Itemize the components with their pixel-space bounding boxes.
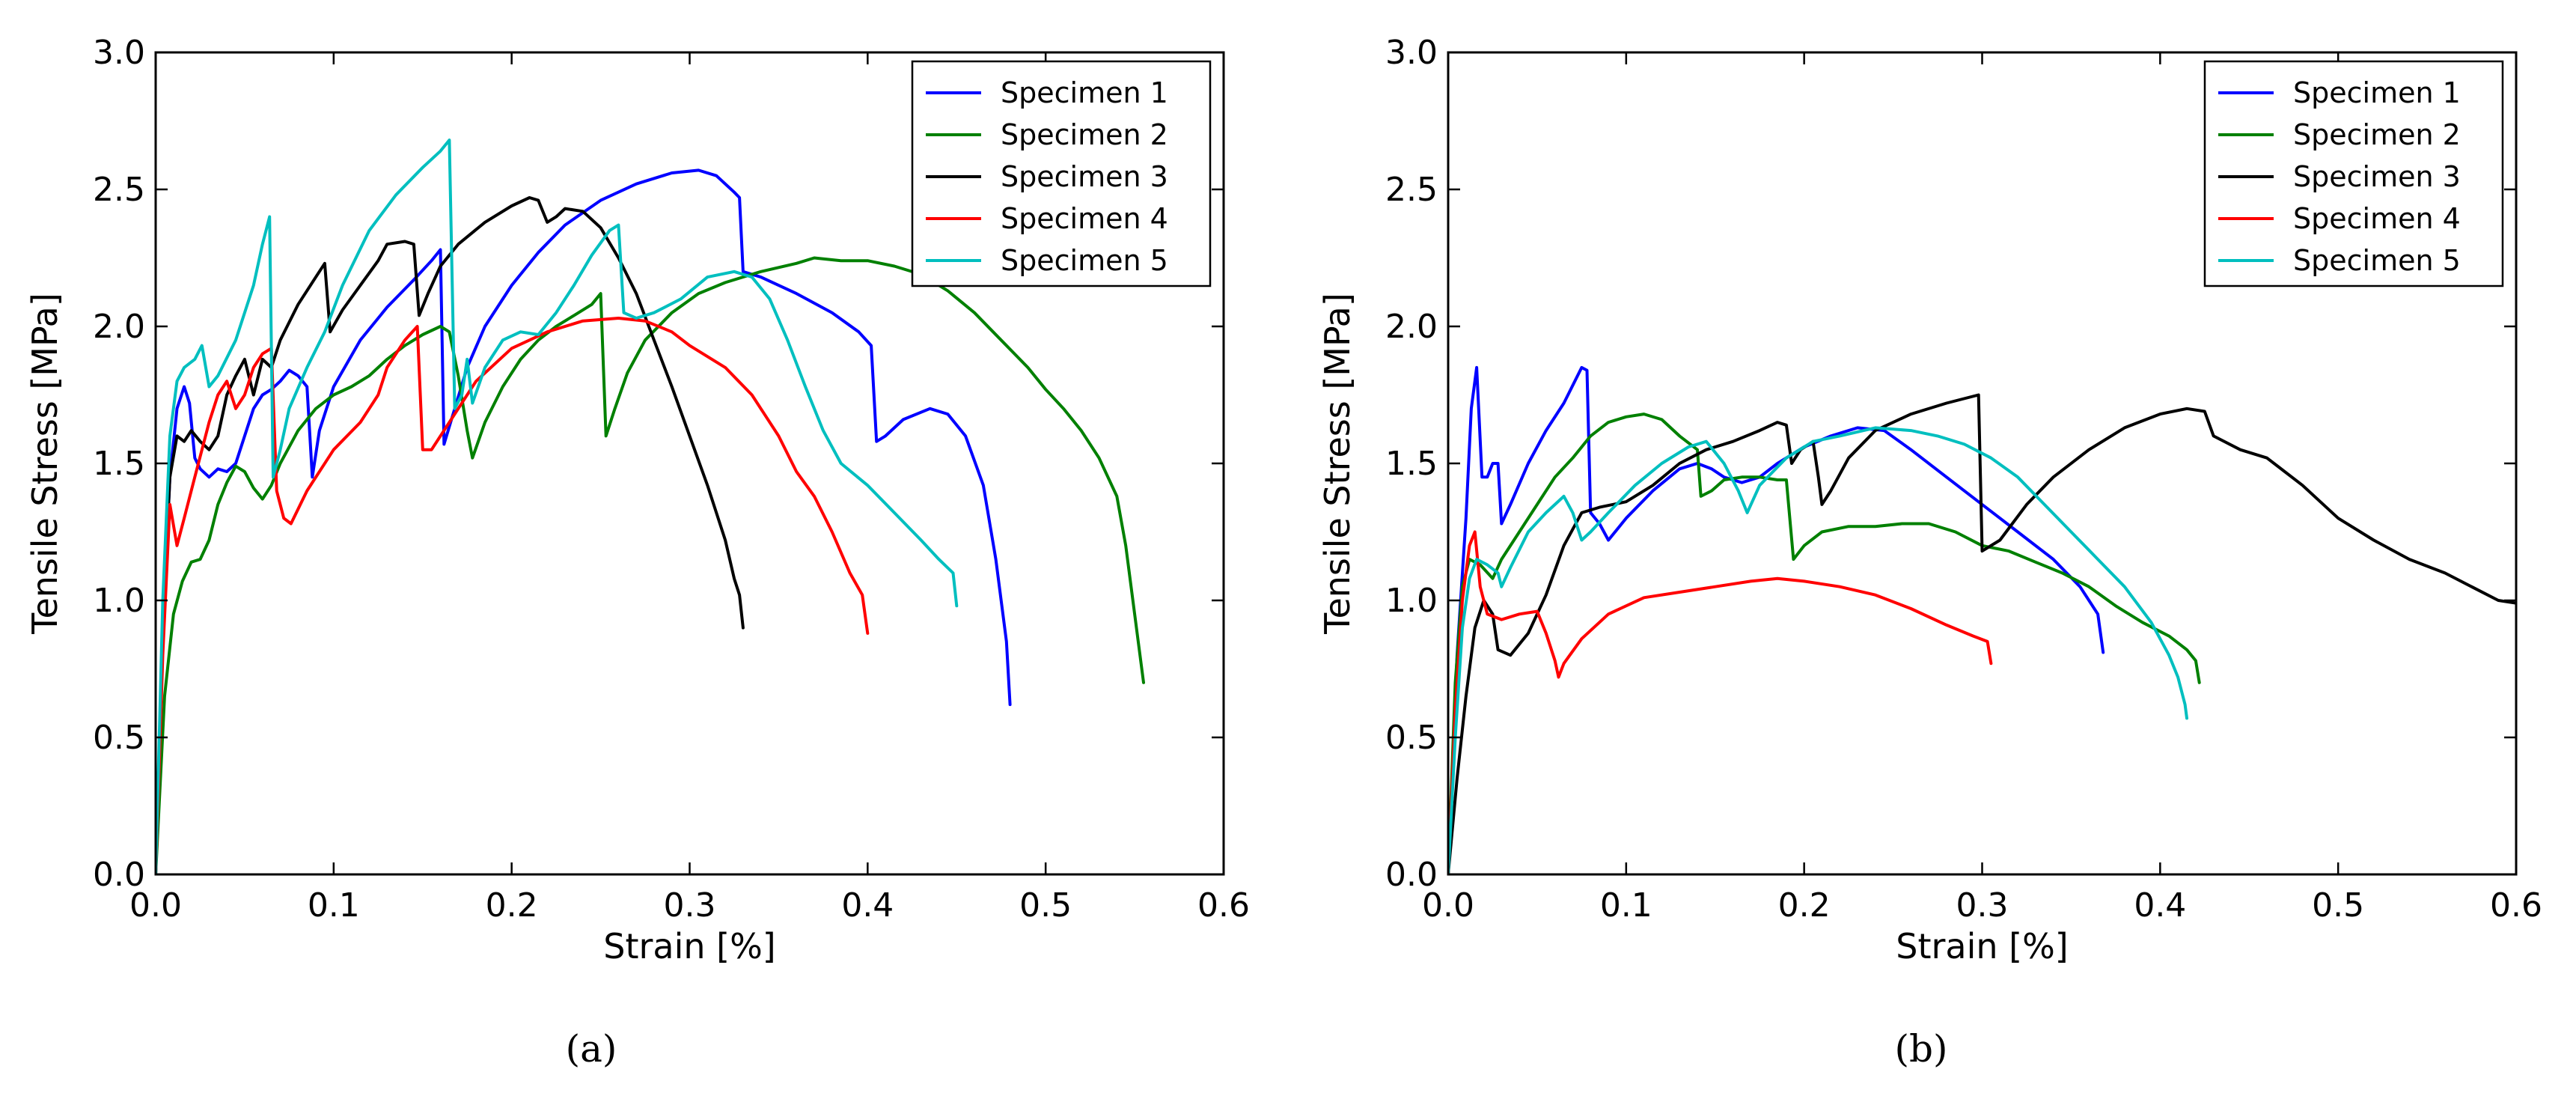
x-axis-label: Strain [%] — [1896, 926, 2069, 966]
x-tick-label: 0.3 — [1956, 886, 2009, 925]
series-lines — [1448, 365, 2516, 874]
legend-box — [2203, 60, 2504, 287]
legend: Specimen 1 Specimen 2 Specimen 3 Specimen 4… — [911, 60, 1212, 287]
x-tick-label: 0.4 — [2134, 886, 2186, 925]
x-tick-label: 0.4 — [841, 886, 894, 925]
series-line-specimen-3 — [156, 196, 745, 874]
x-tick-label: 0.5 — [1019, 886, 1072, 925]
y-tick-label: 2.5 — [93, 171, 145, 209]
legend-entry-specimen-2: Specimen 2 — [1001, 118, 1168, 151]
legend-entry-specimen-2: Specimen 2 — [2293, 118, 2461, 151]
y-axis-label: Tensile Stress [MPa] — [25, 293, 65, 635]
y-tick-label: 0.0 — [1385, 856, 1438, 894]
legend-box — [911, 60, 1212, 287]
legend-entry-specimen-5: Specimen 5 — [1001, 244, 1168, 277]
series-line-specimen-4 — [156, 317, 870, 874]
y-tick-label: 0.0 — [93, 856, 145, 894]
panel-caption: (a) — [566, 1027, 617, 1071]
panel-caption: (b) — [1894, 1027, 1947, 1071]
y-tick-label: 3.0 — [93, 34, 145, 72]
series-line-specimen-3 — [1448, 393, 2516, 874]
y-tick-label: 1.0 — [93, 582, 145, 620]
legend-entry-specimen-1: Specimen 1 — [2293, 76, 2461, 109]
legend-entry-specimen-4: Specimen 4 — [2293, 202, 2461, 235]
y-tick-label: 3.0 — [1385, 34, 1438, 72]
y-tick-label: 0.5 — [93, 719, 145, 757]
x-tick-label: 0.6 — [1197, 886, 1250, 925]
legend-entry-specimen-5: Specimen 5 — [2293, 244, 2461, 277]
legend-entry-specimen-3: Specimen 3 — [1001, 160, 1168, 193]
x-tick-label: 0.2 — [486, 886, 538, 925]
y-tick-label: 0.5 — [1385, 719, 1438, 757]
x-tick-label: 0.0 — [1422, 886, 1474, 925]
x-tick-label: 0.6 — [2490, 886, 2542, 925]
series-line-specimen-4 — [1448, 530, 1993, 874]
x-tick-label: 0.1 — [1600, 886, 1652, 925]
series-lines — [156, 138, 1145, 874]
x-tick-label: 0.0 — [129, 886, 182, 925]
x-tick-label: 0.5 — [2312, 886, 2364, 925]
legend: Specimen 1 Specimen 2 Specimen 3 Specimen 4… — [2203, 60, 2504, 287]
y-tick-label: 2.0 — [1385, 308, 1438, 346]
legend-entry-specimen-1: Specimen 1 — [1001, 76, 1168, 109]
legend-entry-specimen-4: Specimen 4 — [1001, 202, 1168, 235]
y-tick-label: 1.0 — [1385, 582, 1438, 620]
series-line-specimen-2 — [1448, 412, 2201, 874]
series-line-specimen-5 — [156, 138, 959, 874]
panel-a: 0.0 0.1 0.2 0.3 0.4 0.5 0.6 0.0 0.5 1.0 1.5 2.0 2.5 3… — [25, 34, 1250, 1071]
y-axis-label: Tensile Stress [MPa] — [1317, 293, 1358, 635]
x-tick-label: 0.3 — [664, 886, 716, 925]
series-line-specimen-5 — [1448, 426, 2188, 874]
y-tick-label: 2.0 — [93, 308, 145, 346]
y-tick-label: 2.5 — [1385, 171, 1438, 209]
y-tick-label: 1.5 — [93, 445, 145, 483]
series-line-specimen-2 — [156, 256, 1145, 874]
y-tick-label: 1.5 — [1385, 445, 1438, 483]
x-axis-label: Strain [%] — [603, 926, 776, 966]
x-tick-label: 0.2 — [1778, 886, 1831, 925]
series-line-specimen-1 — [156, 168, 1012, 874]
series-line-specimen-1 — [1448, 365, 2105, 874]
x-tick-label: 0.1 — [308, 886, 360, 925]
legend-entry-specimen-3: Specimen 3 — [2293, 160, 2461, 193]
panel-b: 0.0 0.1 0.2 0.3 0.4 0.5 0.6 0.0 0.5 1.0 1.5 2.0 2.5 3… — [1317, 34, 2542, 1071]
